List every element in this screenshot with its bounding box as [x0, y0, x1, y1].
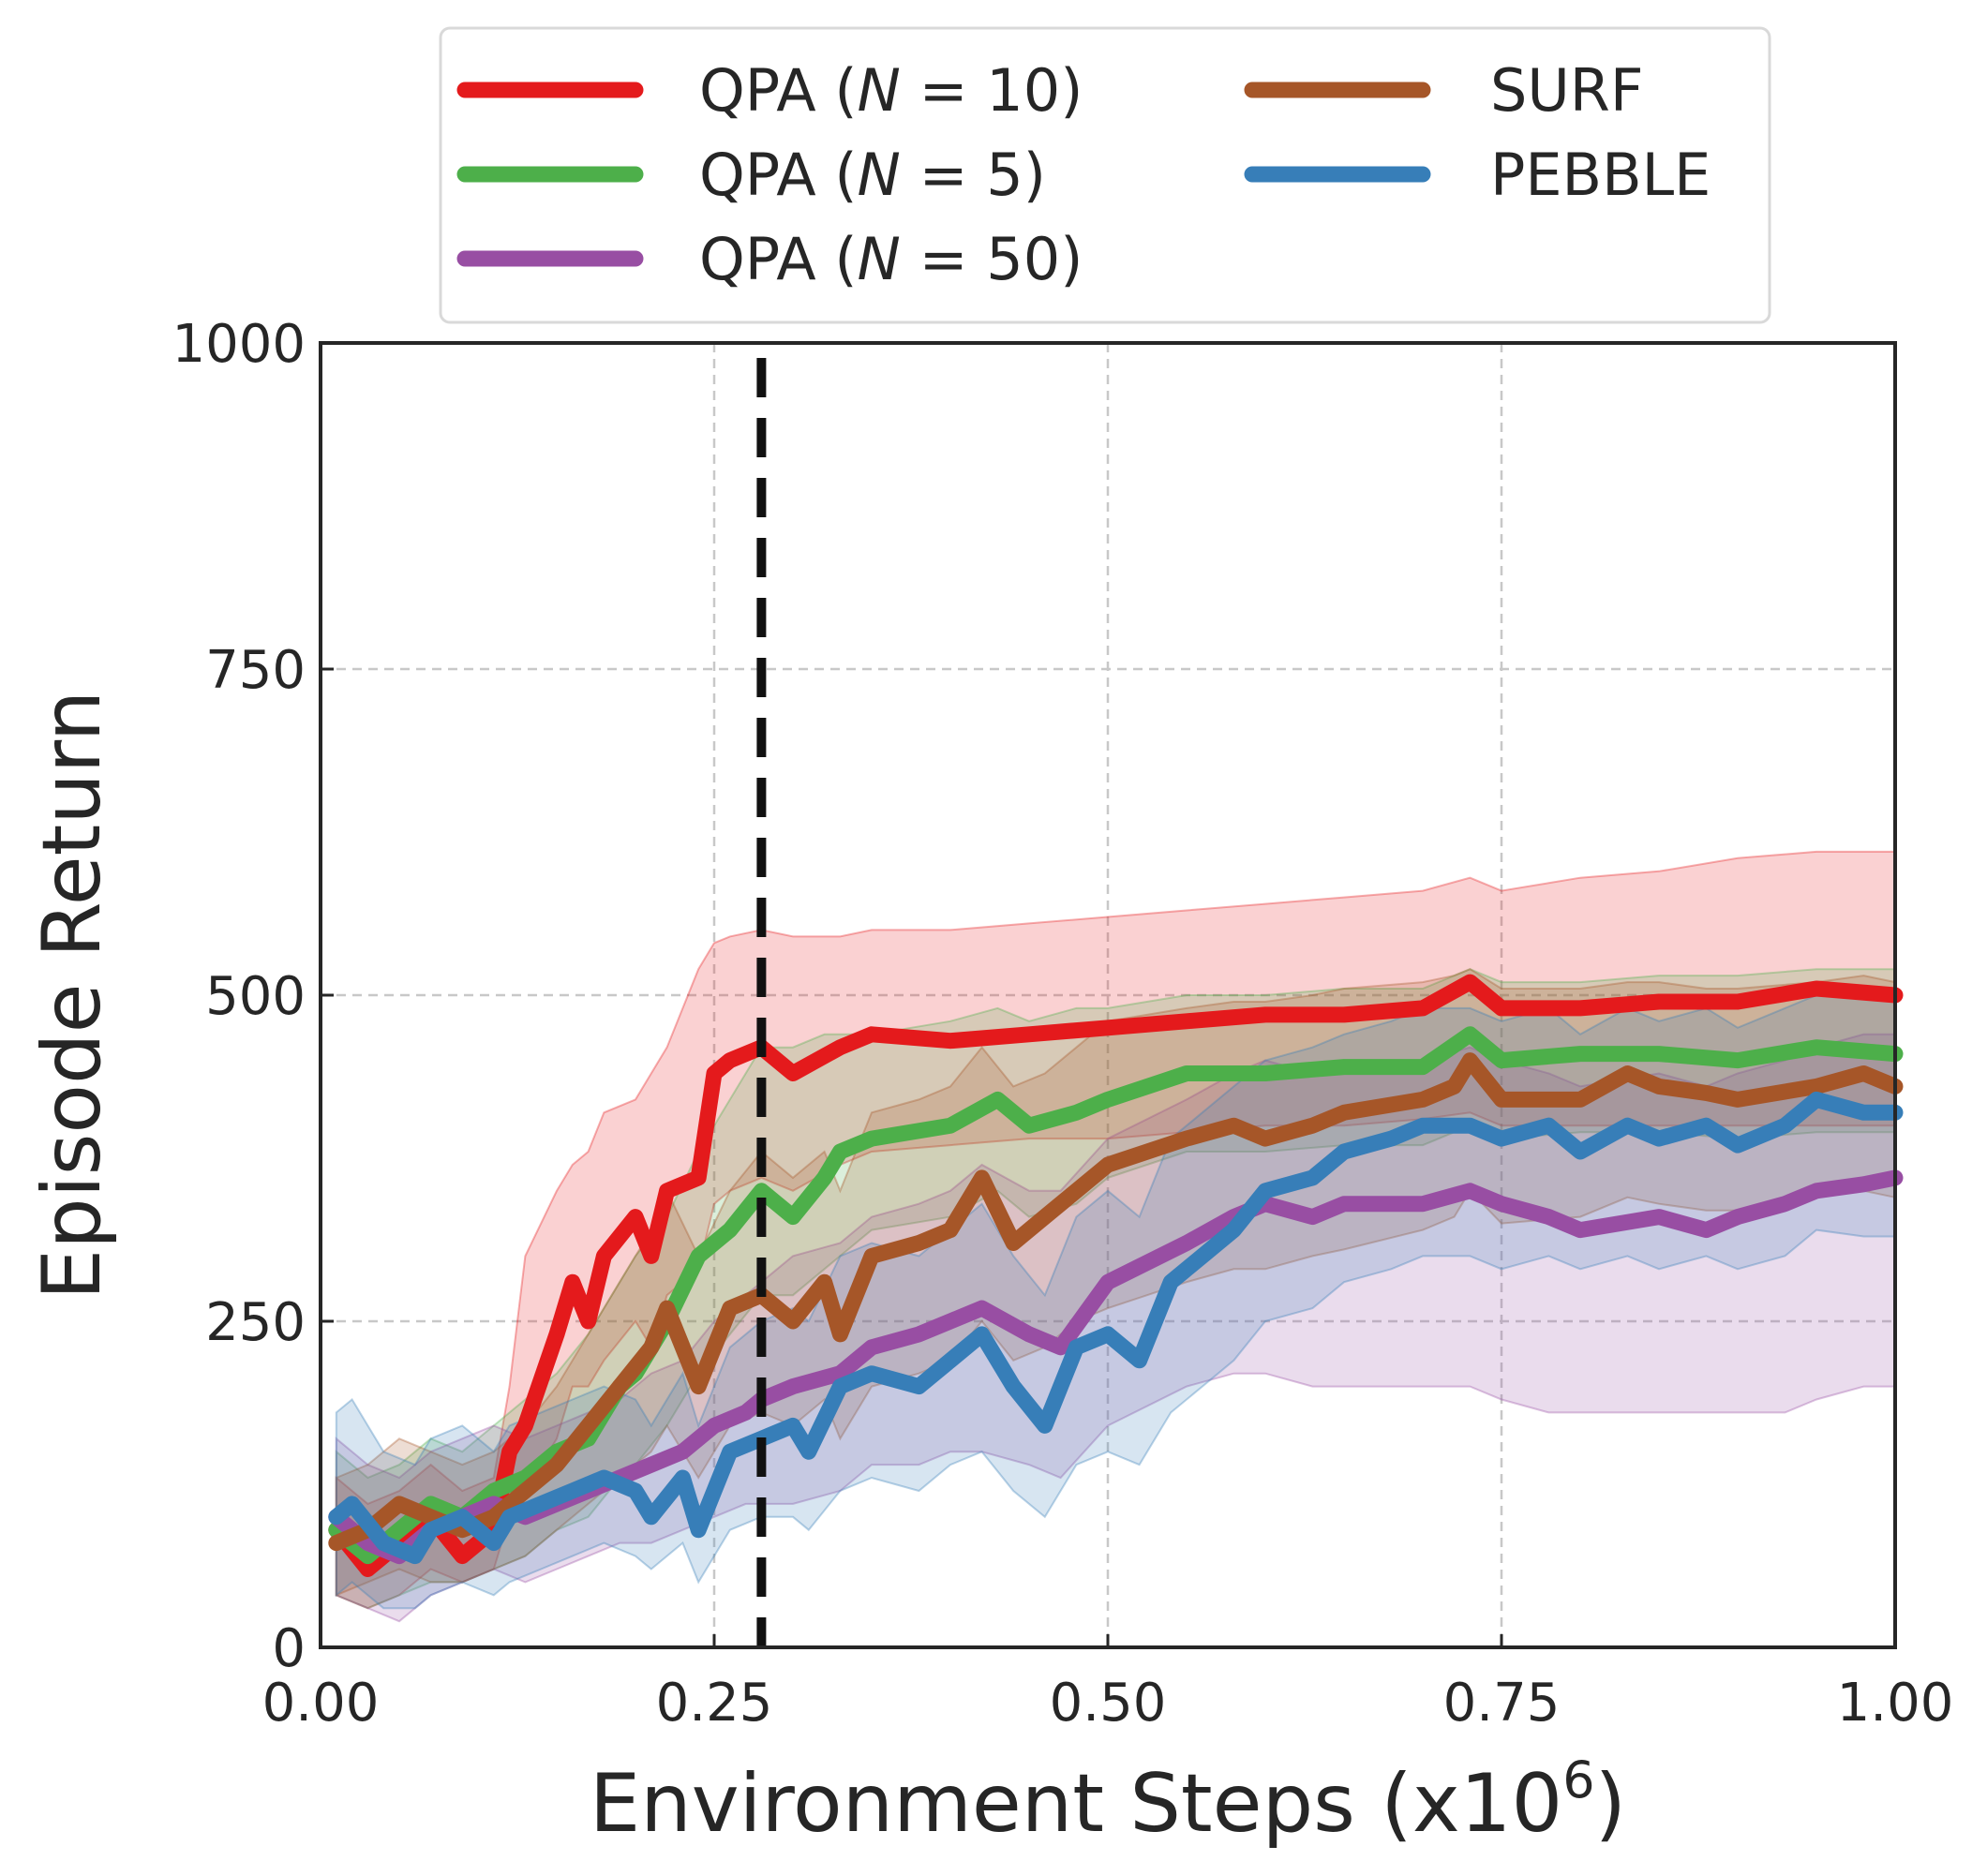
line-surf: [328, 1052, 1904, 1552]
y-tick-label-3: 750: [205, 640, 306, 701]
line-qpa-n-10: [328, 974, 1904, 1577]
line-pebble: [328, 1091, 1904, 1565]
legend: QPA (N = 10) QPA (N = 5) QPA (N = 50) SURF P…: [439, 26, 1771, 324]
x-tick-label-4: 1.00: [1837, 1673, 1954, 1734]
y-tick-label-4: 1000: [172, 314, 306, 375]
legend-frame: [439, 26, 1771, 324]
x-tick-label-2: 0.50: [1050, 1673, 1167, 1734]
x-axis-label-sup: 6: [1562, 1750, 1594, 1809]
x-axis-label-close: ): [1595, 1757, 1627, 1851]
legend-label-qpa-n-10: QPA (N = 10): [699, 56, 1083, 125]
x-tick-label-0: 0.00: [262, 1673, 380, 1734]
plot-area: 0.00 0.25 0.50 0.75 1.00 0 250 500 750 1000: [172, 314, 1953, 1734]
y-tick-label-0: 0: [272, 1618, 306, 1679]
x-axis-label: Environment Steps (x106): [590, 1750, 1626, 1851]
line-qpa-n-5: [328, 1026, 1904, 1565]
x-axis-label-main: Environment Steps (x10: [590, 1757, 1562, 1851]
x-tick-label-3: 0.75: [1443, 1673, 1561, 1734]
x-tick-label-1: 0.25: [656, 1673, 773, 1734]
legend-label-surf: SURF: [1490, 56, 1643, 125]
y-tick-label-1: 250: [205, 1292, 306, 1353]
legend-label-pebble: PEBBLE: [1490, 141, 1711, 209]
legend-label-qpa-n-50: QPA (N = 50): [699, 225, 1083, 293]
y-tick-label-2: 500: [205, 966, 306, 1027]
y-axis-label: Episode Return: [25, 691, 119, 1300]
axis-ticks: 0.00 0.25 0.50 0.75 1.00 0 250 500 750 1000: [172, 314, 1953, 1734]
series-lines: [328, 974, 1904, 1577]
legend-label-qpa-n-5: QPA (N = 5): [699, 141, 1046, 209]
